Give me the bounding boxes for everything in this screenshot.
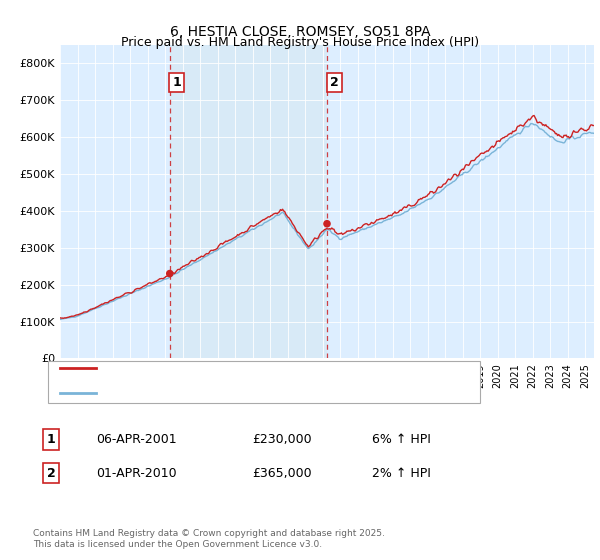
Text: 6, HESTIA CLOSE, ROMSEY, SO51 8PA (detached house): 6, HESTIA CLOSE, ROMSEY, SO51 8PA (detac…: [102, 363, 413, 374]
Bar: [170, 45, 327, 358]
Text: Contains HM Land Registry data © Crown copyright and database right 2025.
This d: Contains HM Land Registry data © Crown c…: [33, 529, 385, 549]
Text: 2: 2: [47, 466, 55, 480]
Text: 1: 1: [172, 76, 181, 89]
Point: [322, 220, 332, 228]
Point: [165, 269, 175, 278]
Text: 1: 1: [47, 433, 55, 446]
Text: £230,000: £230,000: [252, 433, 311, 446]
Text: 6% ↑ HPI: 6% ↑ HPI: [372, 433, 431, 446]
Text: Price paid vs. HM Land Registry's House Price Index (HPI): Price paid vs. HM Land Registry's House …: [121, 36, 479, 49]
Text: HPI: Average price, detached house, Test Valley: HPI: Average price, detached house, Test…: [102, 388, 367, 398]
Text: 6, HESTIA CLOSE, ROMSEY, SO51 8PA: 6, HESTIA CLOSE, ROMSEY, SO51 8PA: [170, 25, 430, 39]
Text: 06-APR-2001: 06-APR-2001: [96, 433, 176, 446]
Text: £365,000: £365,000: [252, 466, 311, 480]
Text: 2% ↑ HPI: 2% ↑ HPI: [372, 466, 431, 480]
Text: 01-APR-2010: 01-APR-2010: [96, 466, 176, 480]
Text: 2: 2: [329, 76, 338, 89]
